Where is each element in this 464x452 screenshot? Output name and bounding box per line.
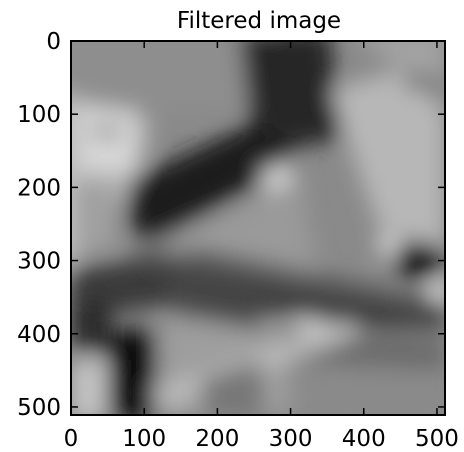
x-axis: 0 100 200 300 400 500: [64, 41, 459, 452]
x-tick-label: 400: [342, 426, 386, 452]
x-tick-label: 0: [64, 426, 79, 452]
x-tick-label: 500: [415, 426, 459, 452]
y-tick-label: 200: [17, 175, 61, 201]
filtered-image: [71, 41, 445, 415]
y-axis: 0 100 200 300 400 500: [17, 29, 445, 421]
chart-title: Filtered image: [177, 8, 341, 34]
x-tick-label: 300: [269, 426, 313, 452]
x-tick-label: 100: [122, 426, 166, 452]
y-tick-label: 0: [46, 29, 61, 55]
y-tick-label: 300: [17, 249, 61, 275]
y-tick-label: 500: [17, 395, 61, 421]
y-tick-label: 100: [17, 102, 61, 128]
x-tick-label: 200: [195, 426, 239, 452]
plot-frame: [70, 40, 446, 416]
y-tick-label: 400: [17, 322, 61, 348]
